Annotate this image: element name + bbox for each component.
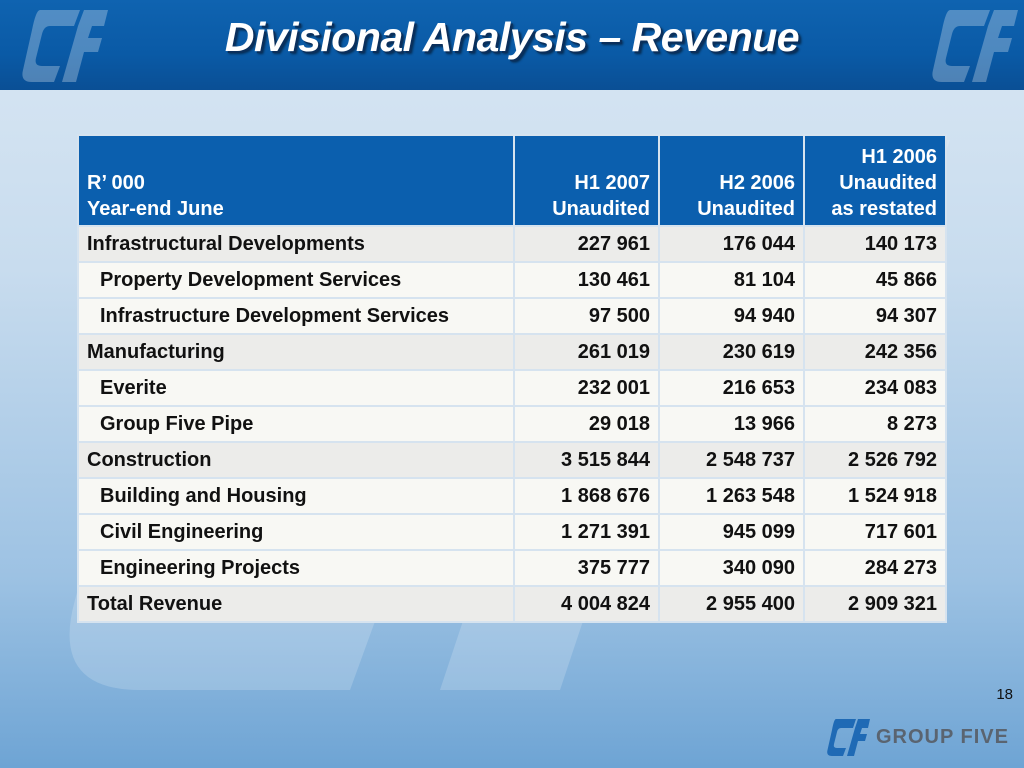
table-row: Civil Engineering 1 271 391 945 099 717 … [77, 513, 947, 551]
header-h2-2006-line2: Unaudited [697, 198, 795, 220]
cell-h2-2006: 1 263 548 [658, 477, 805, 515]
row-label: Manufacturing [77, 333, 515, 371]
table-row: Manufacturing 261 019 230 619 242 356 [77, 333, 947, 371]
cell-h1-2007: 29 018 [513, 405, 660, 443]
cell-h1-2006: 234 083 [803, 369, 947, 407]
row-label: Infrastructure Development Services [77, 297, 515, 335]
header-h1-2007-line1: H1 2007 [574, 172, 650, 194]
cell-h2-2006: 2 548 737 [658, 441, 805, 479]
cell-h1-2007: 232 001 [513, 369, 660, 407]
page-title: Divisional Analysis – Revenue [224, 14, 800, 60]
cell-h1-2007: 1 868 676 [513, 477, 660, 515]
cell-h1-2006: 284 273 [803, 549, 947, 587]
cell-h2-2006: 94 940 [658, 297, 805, 335]
logo-text: GROUP FIVE [876, 725, 1009, 748]
cell-h1-2006: 2 909 321 [803, 585, 947, 623]
cell-h1-2006: 717 601 [803, 513, 947, 551]
cell-h2-2006: 230 619 [658, 333, 805, 371]
cell-h1-2006: 140 173 [803, 225, 947, 263]
row-label: Construction [77, 441, 515, 479]
page-number: 18 [996, 686, 1013, 703]
revenue-table-container: R’ 000 Year-end June H1 2007 Unaudited H… [77, 134, 947, 623]
table-row: Engineering Projects 375 777 340 090 284… [77, 549, 947, 587]
cell-h1-2006: 2 526 792 [803, 441, 947, 479]
cell-h1-2006: 8 273 [803, 405, 947, 443]
cell-h1-2006: 45 866 [803, 261, 947, 299]
table-row: Construction 3 515 844 2 548 737 2 526 7… [77, 441, 947, 479]
cell-h2-2006: 176 044 [658, 225, 805, 263]
cell-h2-2006: 340 090 [658, 549, 805, 587]
table-row: Building and Housing 1 868 676 1 263 548… [77, 477, 947, 515]
row-label: Property Development Services [77, 261, 515, 299]
row-label: Civil Engineering [77, 513, 515, 551]
cell-h2-2006: 216 653 [658, 369, 805, 407]
cell-h2-2006: 945 099 [658, 513, 805, 551]
header-h1-2007-line2: Unaudited [552, 198, 650, 220]
header-units-line1: R’ 000 [87, 172, 145, 194]
cell-h1-2007: 97 500 [513, 297, 660, 335]
header-h1-2006-line3: as restated [831, 198, 937, 220]
table-row: Property Development Services 130 461 81… [77, 261, 947, 299]
group-five-logo-icon [827, 719, 870, 756]
revenue-table: R’ 000 Year-end June H1 2007 Unaudited H… [77, 134, 947, 623]
cell-h1-2007: 227 961 [513, 225, 660, 263]
table-row: Infrastructure Development Services 97 5… [77, 297, 947, 335]
cell-h1-2007: 4 004 824 [513, 585, 660, 623]
row-label: Group Five Pipe [77, 405, 515, 443]
header-h1-2006-line1: H1 2006 [861, 146, 937, 168]
group-five-logo: GROUP FIVE [826, 716, 1009, 758]
header-logo-icon-right [932, 10, 1018, 82]
row-label: Engineering Projects [77, 549, 515, 587]
cell-h1-2007: 1 271 391 [513, 513, 660, 551]
cell-h1-2006: 94 307 [803, 297, 947, 335]
cell-h1-2007: 375 777 [513, 549, 660, 587]
header-h1-2007: H1 2007 Unaudited [513, 134, 660, 227]
cell-h2-2006: 13 966 [658, 405, 805, 443]
row-label: Building and Housing [77, 477, 515, 515]
row-label: Infrastructural Developments [77, 225, 515, 263]
row-label: Everite [77, 369, 515, 407]
cell-h1-2007: 3 515 844 [513, 441, 660, 479]
header-h2-2006: H2 2006 Unaudited [658, 134, 805, 227]
cell-h1-2006: 242 356 [803, 333, 947, 371]
header-h2-2006-line1: H2 2006 [719, 172, 795, 194]
cell-h2-2006: 2 955 400 [658, 585, 805, 623]
table-row: Group Five Pipe 29 018 13 966 8 273 [77, 405, 947, 443]
header-units-line2: Year-end June [87, 198, 224, 220]
table-row: Everite 232 001 216 653 234 083 [77, 369, 947, 407]
header-h1-2006-line2: Unaudited [839, 172, 937, 194]
header-logo-icon [22, 10, 108, 82]
title-band: Divisional Analysis – Revenue [0, 0, 1024, 90]
header-units: R’ 000 Year-end June [77, 134, 515, 227]
table-header-row: R’ 000 Year-end June H1 2007 Unaudited H… [77, 134, 947, 227]
cell-h2-2006: 81 104 [658, 261, 805, 299]
header-h1-2006: H1 2006 Unaudited as restated [803, 134, 947, 227]
cell-h1-2006: 1 524 918 [803, 477, 947, 515]
table-row: Infrastructural Developments 227 961 176… [77, 225, 947, 263]
row-label: Total Revenue [77, 585, 515, 623]
cell-h1-2007: 261 019 [513, 333, 660, 371]
cell-h1-2007: 130 461 [513, 261, 660, 299]
table-row-total: Total Revenue 4 004 824 2 955 400 2 909 … [77, 585, 947, 623]
